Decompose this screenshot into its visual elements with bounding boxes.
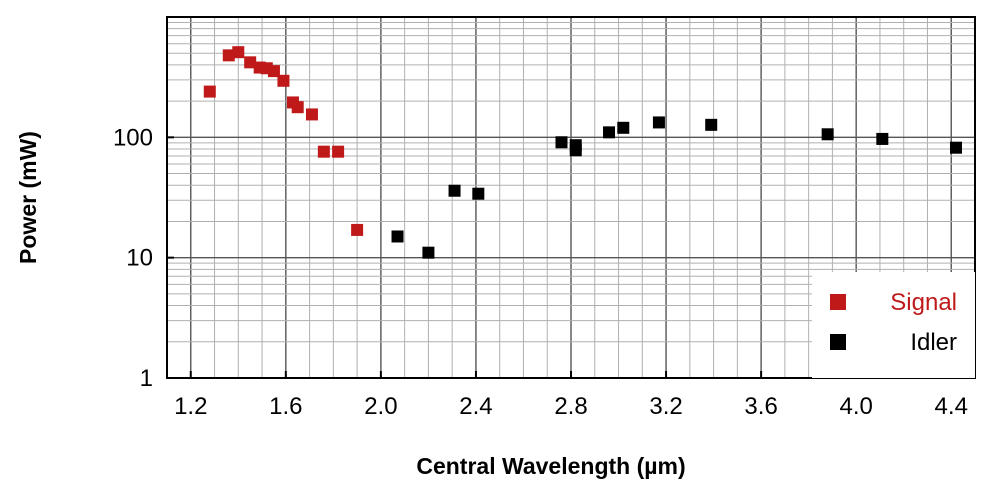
idler-point (617, 121, 630, 134)
idler-point (949, 141, 962, 154)
signal-point (244, 56, 257, 69)
signal-point (277, 74, 290, 87)
legend-marker-idler (830, 334, 846, 350)
signal-point (351, 223, 364, 236)
idler-point (555, 136, 568, 149)
signal-point (222, 49, 235, 62)
idler-point (422, 246, 435, 259)
signal-point (317, 145, 330, 158)
y-axis-title: Power (mW) (15, 131, 41, 264)
idler-point (603, 126, 616, 139)
signal-point (291, 101, 304, 114)
idler-point (652, 116, 665, 129)
idler-point (821, 128, 834, 141)
x-tick-label: 1.6 (269, 393, 302, 420)
x-tick-label: 2.4 (459, 393, 492, 420)
x-tick-label: 3.2 (649, 393, 682, 420)
idler-point (876, 132, 889, 145)
signal-point (232, 46, 245, 59)
idler-point (705, 118, 718, 131)
x-tick-label: 1.2 (174, 393, 207, 420)
legend-label-idler: Idler (910, 329, 957, 356)
y-tick-label: 100 (113, 124, 153, 151)
idler-point (391, 230, 404, 243)
y-axis: 1 10 100 (113, 124, 174, 392)
idler-point (448, 184, 461, 197)
x-tick-label: 4.4 (935, 393, 968, 420)
x-tick-label: 2.8 (554, 393, 587, 420)
legend-marker-signal (830, 294, 846, 310)
signal-point (305, 108, 318, 121)
y-tick-label: 10 (126, 245, 153, 272)
x-tick-label: 2.0 (364, 393, 397, 420)
idler-point (472, 187, 485, 200)
x-tick-label: 3.6 (744, 393, 777, 420)
x-tick-label: 4.0 (839, 393, 872, 420)
signal-point (203, 85, 216, 98)
legend-box (812, 272, 975, 378)
series-idler (391, 116, 962, 259)
idler-point (569, 144, 582, 157)
series-signal (203, 46, 364, 236)
y-tick-label: 1 (140, 365, 153, 392)
series-layer (203, 46, 962, 259)
legend-label-signal: Signal (890, 289, 957, 316)
x-axis: 1.2 1.6 2.0 2.4 2.8 3.2 3.6 4.0 4.4 (174, 371, 968, 420)
legend: Signal Idler (812, 272, 975, 378)
signal-point (332, 145, 345, 158)
signal-point (267, 65, 280, 78)
x-axis-title: Central Wavelength (µm) (416, 453, 685, 479)
